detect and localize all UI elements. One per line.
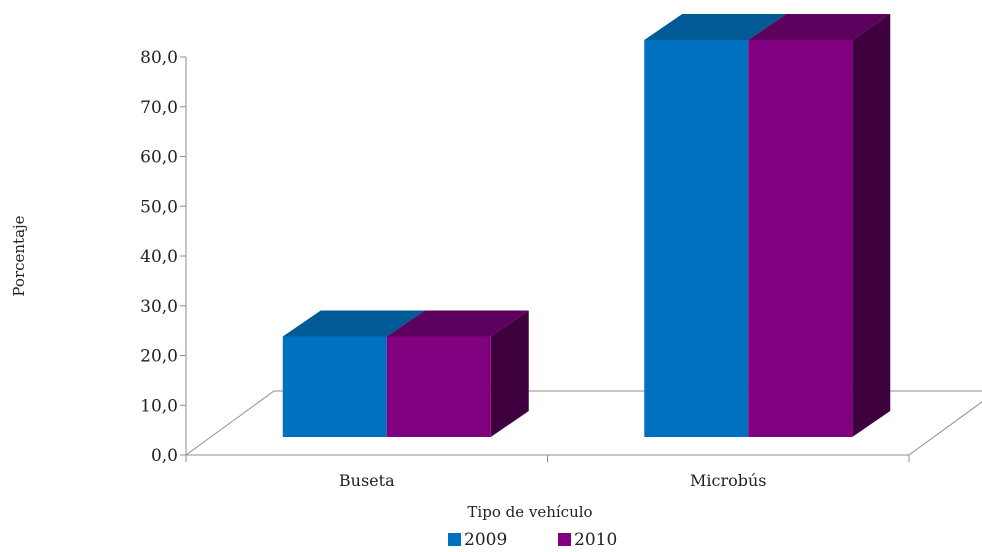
legend: 2009 2010 — [448, 530, 617, 550]
bar-front-face — [386, 336, 491, 437]
floor-layer — [185, 390, 982, 456]
y-tick-label: 70,0 — [140, 98, 178, 118]
legend-swatch — [448, 533, 461, 546]
y-tick-label: 40,0 — [140, 247, 178, 267]
x-category-label: Microbús — [690, 471, 767, 490]
bar-top-face — [386, 310, 529, 337]
text-layer: Porcentaje Tipo de vehículo Buseta Microb… — [10, 215, 767, 521]
bar-front-face — [282, 336, 387, 437]
bars-layer — [282, 13, 891, 438]
bar-front-face — [644, 39, 749, 438]
bar — [386, 310, 529, 437]
bar — [644, 13, 787, 438]
legend-label: 2009 — [464, 530, 507, 550]
bar-top-face — [644, 13, 787, 40]
legend-item: 2010 — [558, 530, 617, 550]
x-category-label: Buseta — [339, 471, 395, 490]
y-tick-label: 60,0 — [140, 148, 178, 168]
bar-front-face — [748, 39, 853, 438]
y-tick-label: 50,0 — [140, 197, 178, 217]
bar — [282, 310, 425, 437]
y-tick-label: 0,0 — [151, 446, 178, 466]
y-tick-label: 10,0 — [140, 396, 178, 416]
y-tick-label: 20,0 — [140, 347, 178, 367]
y-tick-label: 80,0 — [140, 48, 178, 68]
bar — [748, 13, 891, 438]
bar-top-face — [748, 13, 891, 40]
legend-swatch — [558, 533, 571, 546]
x-axis-title: Tipo de vehículo — [467, 503, 592, 521]
bar-top-face — [282, 310, 425, 337]
bar-side-face — [490, 310, 529, 437]
legend-item: 2009 — [448, 530, 507, 550]
y-axis-title: Porcentaje — [10, 215, 28, 296]
y-tick-label: 30,0 — [140, 297, 178, 317]
axis-layer: 0,0 10,0 20,0 30,0 40,0 50,0 60,0 70,0 80,0 — [140, 48, 910, 466]
bar-side-face — [852, 13, 891, 438]
floor-plane — [185, 390, 982, 456]
legend-label: 2010 — [574, 530, 617, 550]
